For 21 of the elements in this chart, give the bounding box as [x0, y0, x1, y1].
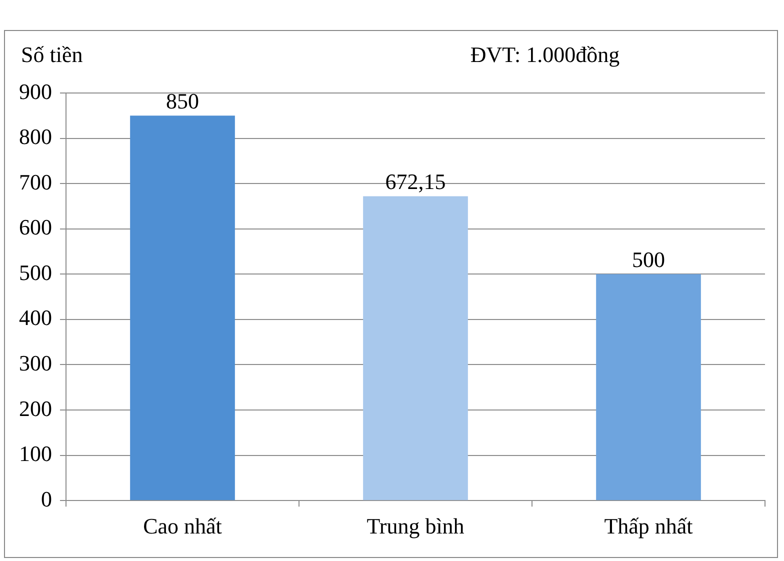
x-tick-label: Thấp nhất — [604, 514, 693, 539]
y-tick-label: 100 — [19, 441, 52, 466]
text: ĐVT: 1.000đồng — [470, 42, 620, 67]
y-tick-label: 800 — [19, 124, 52, 150]
y-tick-label: 300 — [19, 350, 52, 376]
y-tick-label: 900 — [19, 78, 52, 104]
y-tick-label: 200 — [19, 396, 52, 421]
data-label: 500 — [632, 246, 665, 272]
y-tick-label: 700 — [19, 169, 52, 194]
y-axis-title: Số tiền — [21, 42, 83, 67]
bar — [130, 116, 235, 500]
y-tick-label: 400 — [19, 305, 52, 330]
y-tick-label: 600 — [19, 214, 52, 240]
x-tick-label: Cao nhất — [143, 514, 222, 539]
bar — [363, 196, 468, 500]
bar — [596, 274, 701, 500]
y-tick-label: 500 — [19, 260, 52, 285]
data-label: 672,15 — [385, 168, 446, 194]
y-tick-label: 0 — [41, 486, 52, 512]
data-label: 850 — [166, 88, 199, 114]
x-tick-label: Trung bình — [366, 514, 464, 539]
